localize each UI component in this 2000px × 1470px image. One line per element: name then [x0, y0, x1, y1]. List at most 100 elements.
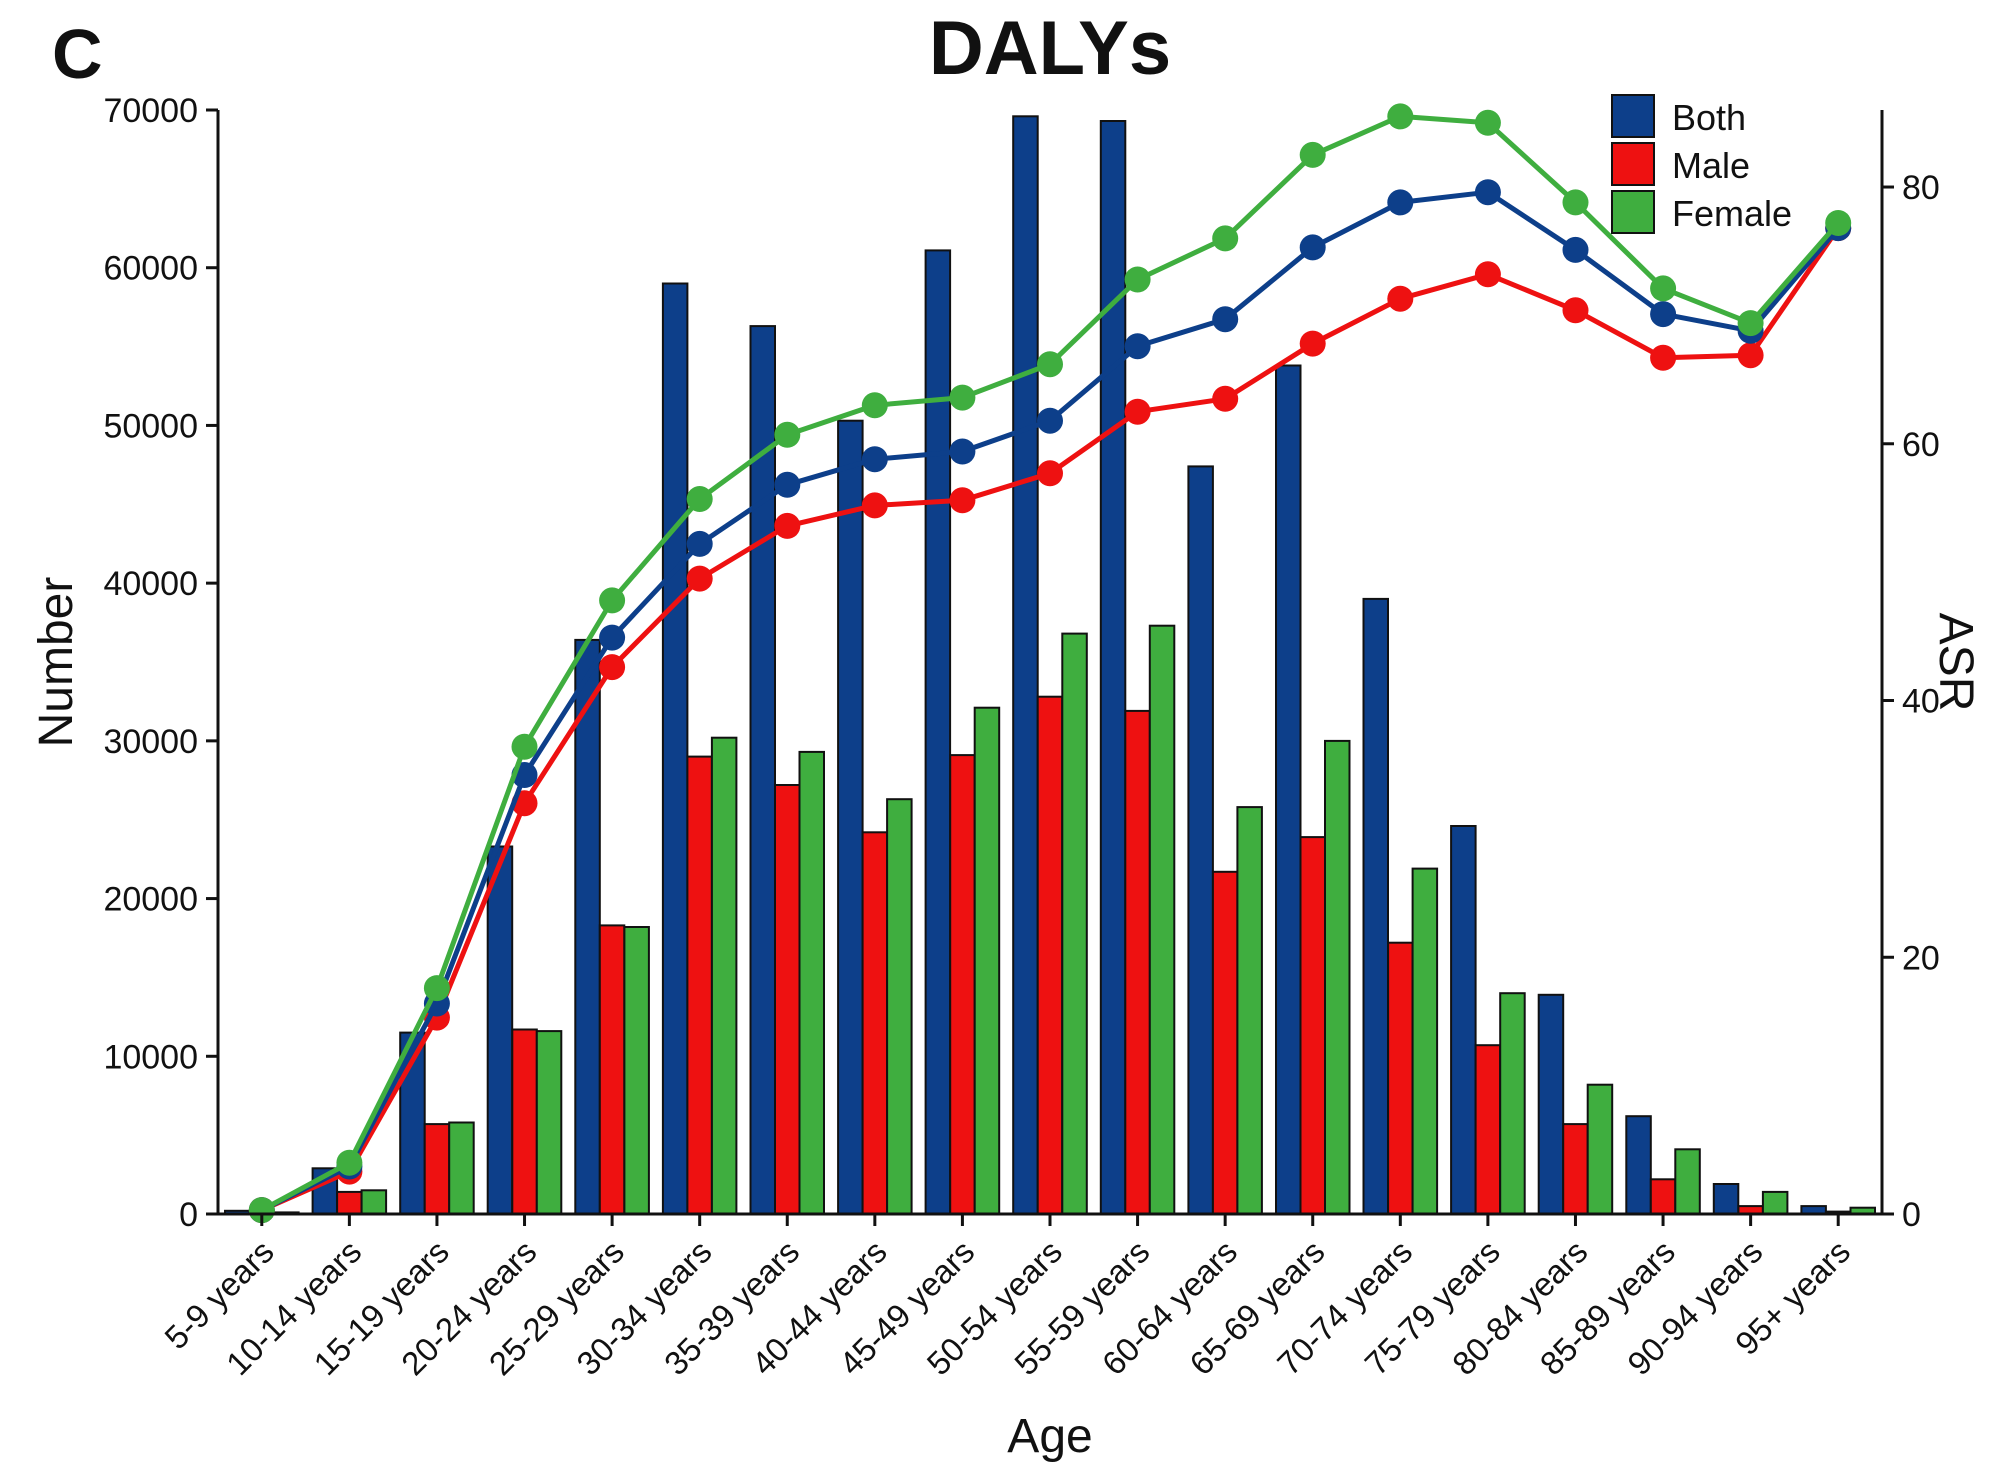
y-tick-label: 0: [179, 1196, 198, 1234]
asr-point-male-80-84-years: [1562, 297, 1589, 324]
bar-both-60-64-years: [1187, 465, 1214, 1215]
y-tick-label: 20000: [103, 881, 198, 919]
left-y-axis-label: Number: [30, 577, 83, 748]
bar-female-35-39-years: [798, 750, 825, 1216]
bar-female-30-34-years: [710, 736, 738, 1215]
bar-male-80-84-years: [1562, 1123, 1589, 1215]
y-tick-label: 40000: [103, 565, 198, 603]
bar-both-20-24-years: [486, 845, 514, 1215]
asr-point-both-40-44-years: [861, 446, 888, 473]
bar-both-75-79-years: [1450, 825, 1477, 1215]
right-y-axis-label: ASR: [1929, 613, 1982, 712]
bar-female-25-29-years: [623, 926, 650, 1215]
bar-female-45-49-years: [973, 706, 1001, 1215]
asr-point-female-30-34-years: [686, 486, 713, 512]
bar-male-45-49-years: [949, 754, 976, 1215]
bar-female-80-84-years: [1586, 1083, 1614, 1215]
bar-both-45-49-years: [924, 249, 952, 1215]
y-tick-label: 60000: [103, 250, 198, 288]
bar-male-65-69-years: [1299, 836, 1326, 1215]
asr-line-layer: [248, 103, 1852, 1224]
left-y-ticks: 0 10000 20000 30000 40000 50000 60000 70000: [103, 92, 218, 1234]
y-tick-label: 70000: [103, 92, 198, 130]
right-y-ticks: 0 20 40 60 80: [1882, 169, 1940, 1234]
y-tick-label: 30000: [103, 723, 198, 761]
asr-point-female-95-years: [1825, 210, 1852, 236]
chart-title: DALYs: [929, 6, 1171, 91]
bar-male-55-59-years: [1124, 709, 1151, 1216]
asr-point-both-85-89-years: [1650, 301, 1677, 328]
bar-both-35-39-years: [749, 325, 776, 1216]
asr-point-female-70-74-years: [1387, 103, 1414, 130]
asr-point-male-30-34-years: [686, 565, 713, 592]
asr-point-female-65-69-years: [1299, 141, 1326, 168]
asr-point-both-45-49-years: [949, 438, 976, 465]
asr-point-male-40-44-years: [861, 492, 888, 519]
bar-male-10-14-years: [336, 1190, 363, 1216]
bar-both-85-89-years: [1625, 1115, 1652, 1215]
asr-point-female-85-89-years: [1650, 275, 1677, 302]
asr-point-female-50-54-years: [1037, 351, 1063, 378]
asr-point-both-75-79-years: [1474, 179, 1501, 206]
legend-label-female: Female: [1672, 193, 1792, 234]
bar-male-85-89-years: [1649, 1178, 1677, 1216]
asr-point-female-40-44-years: [861, 392, 888, 419]
asr-point-both-70-74-years: [1387, 189, 1414, 216]
legend-label-male: Male: [1672, 145, 1750, 186]
y-tick-label: 50000: [103, 407, 198, 445]
asr-point-male-60-64-years: [1212, 385, 1239, 412]
asr-point-female-55-59-years: [1124, 266, 1151, 293]
legend-swatch-male: [1611, 142, 1655, 186]
asr-point-female-10-14-years: [336, 1149, 363, 1176]
x-axis-label: Age: [1007, 1410, 1092, 1463]
bar-both-90-94-years: [1712, 1183, 1740, 1215]
asr-point-female-45-49-years: [949, 384, 976, 411]
asr-point-both-30-34-years: [686, 530, 713, 557]
asr-point-male-65-69-years: [1299, 330, 1326, 357]
bar-female-70-74-years: [1411, 867, 1439, 1215]
bar-both-65-69-years: [1275, 364, 1302, 1215]
asr-point-male-70-74-years: [1387, 285, 1414, 312]
asr-point-female-20-24-years: [511, 733, 538, 760]
bar-male-75-79-years: [1474, 1044, 1502, 1215]
bar-female-40-44-years: [886, 798, 913, 1215]
bar-layer: [224, 115, 1876, 1216]
bar-female-15-19-years: [448, 1121, 475, 1215]
legend-swatch-female: [1611, 190, 1655, 234]
y-tick-label: 10000: [103, 1038, 198, 1076]
asr-point-female-60-64-years: [1212, 225, 1239, 252]
asr-point-female-25-29-years: [599, 587, 626, 614]
bar-female-50-54-years: [1061, 632, 1088, 1215]
asr-point-both-35-39-years: [774, 471, 801, 498]
y2-tick-label: 60: [1902, 426, 1940, 464]
panel-label: C: [52, 15, 103, 93]
asr-point-male-85-89-years: [1650, 344, 1677, 371]
bar-both-70-74-years: [1362, 597, 1389, 1215]
asr-point-female-15-19-years: [423, 975, 450, 1002]
bar-female-75-79-years: [1499, 992, 1526, 1216]
bar-both-40-44-years: [837, 419, 864, 1215]
asr-point-male-50-54-years: [1037, 460, 1063, 487]
bar-both-25-29-years: [574, 638, 601, 1215]
asr-point-male-35-39-years: [774, 512, 801, 539]
legend: Both Male Female: [1611, 94, 1792, 234]
bar-both-50-54-years: [1012, 115, 1039, 1215]
bar-female-65-69-years: [1324, 739, 1351, 1216]
asr-point-female-90-94-years: [1737, 310, 1764, 337]
asr-point-both-80-84-years: [1562, 236, 1589, 263]
legend-label-both: Both: [1672, 97, 1746, 138]
bar-male-70-74-years: [1387, 941, 1414, 1215]
legend-swatch-both: [1611, 94, 1655, 138]
bar-female-20-24-years: [535, 1030, 563, 1215]
bar-male-35-39-years: [774, 784, 801, 1215]
asr-point-both-50-54-years: [1037, 407, 1063, 434]
y2-tick-label: 0: [1902, 1196, 1921, 1234]
bar-male-15-19-years: [423, 1123, 451, 1215]
asr-point-both-25-29-years: [599, 624, 626, 651]
bar-female-85-89-years: [1674, 1148, 1701, 1216]
bar-both-55-59-years: [1099, 120, 1127, 1215]
asr-point-male-25-29-years: [599, 654, 626, 681]
y2-tick-label: 20: [1902, 939, 1940, 977]
